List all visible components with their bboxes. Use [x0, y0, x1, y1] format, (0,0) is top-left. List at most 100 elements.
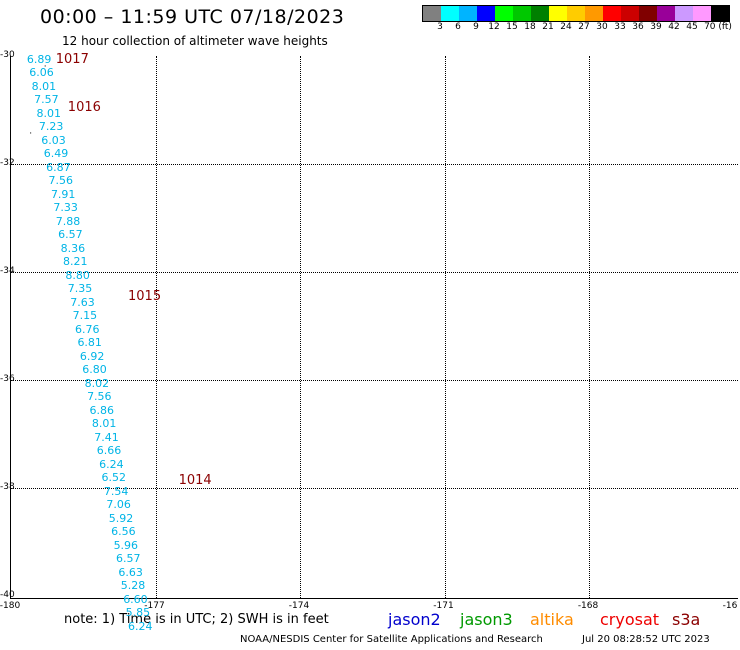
color-swatch — [549, 6, 567, 21]
longitude-label: -168 — [577, 601, 599, 611]
color-scale-label: 36 — [632, 22, 644, 32]
wave-height-observation: 7.23 — [38, 120, 64, 134]
wave-height-observation: 7.41 — [94, 430, 119, 444]
map-plot-area — [10, 56, 738, 599]
color-swatch — [513, 6, 531, 21]
color-swatch — [495, 6, 513, 21]
color-scale-label: 30 — [596, 22, 608, 32]
pressure-label: 1014 — [178, 472, 212, 488]
wave-height-observation: 7.88 — [55, 214, 81, 228]
longitude-label: -171 — [433, 601, 454, 611]
pressure-label: 1015 — [128, 289, 162, 305]
wave-height-observation: 6.06 — [29, 66, 54, 80]
color-scale-label: 45 — [686, 22, 698, 32]
footer-credit: NOAA/NESDIS Center for Satellite Applica… — [240, 634, 543, 645]
wave-height-observation: 8.01 — [91, 417, 117, 431]
wave-height-observation: 6.52 — [101, 471, 127, 485]
wave-height-observation: 6.24 — [99, 457, 124, 471]
wave-height-observation: 8.02 — [84, 376, 110, 390]
latitude-label: -32 — [0, 158, 15, 168]
color-swatch — [477, 6, 495, 21]
color-scale-label: 9 — [473, 22, 479, 32]
color-swatch — [423, 6, 441, 21]
pressure-label: 1016 — [67, 100, 101, 116]
wave-height-observation: 6.76 — [75, 322, 100, 336]
longitude-label: -180 — [0, 601, 21, 611]
color-scale-label: 39 — [650, 22, 662, 32]
wave-height-observation: 7.33 — [53, 201, 78, 215]
color-swatch — [693, 6, 711, 21]
wave-height-observation: 6.92 — [79, 349, 105, 363]
color-scale-label: 12 — [488, 22, 500, 32]
page-subtitle: 12 hour collection of altimeter wave hei… — [62, 34, 328, 48]
longitude-label: -177 — [144, 601, 165, 611]
color-swatch — [621, 6, 639, 21]
color-swatch — [639, 6, 657, 21]
wave-height-observation: 7.57 — [34, 93, 59, 107]
color-swatch — [585, 6, 603, 21]
wave-height-observation: 6.57 — [58, 228, 83, 242]
latitude-label: -36 — [0, 374, 15, 384]
color-swatch — [657, 6, 675, 21]
buoy-marker: · — [29, 129, 33, 140]
wave-height-observation: 6.89 — [26, 52, 52, 66]
wave-height-observation: 6.87 — [46, 160, 71, 174]
color-swatch — [459, 6, 477, 21]
wave-height-observation: 7.35 — [67, 282, 93, 296]
wave-height-observation: 6.60 — [123, 592, 148, 606]
color-swatch — [603, 6, 621, 21]
color-scale-label: 21 — [542, 22, 554, 32]
satellite-legend-jason2: jason2 — [388, 610, 441, 629]
wave-height-observation: 6.03 — [41, 133, 66, 147]
wave-height-observation: 7.56 — [87, 390, 112, 404]
color-scale-label: 3 — [437, 22, 443, 32]
satellite-legend-s3a: s3a — [672, 610, 701, 629]
wave-height-observation: 6.56 — [111, 525, 136, 539]
longitude-gridline — [444, 56, 446, 598]
wave-height-observation: 7.15 — [72, 309, 98, 323]
page-title: 00:00 – 11:59 UTC 07/18/2023 — [40, 6, 345, 28]
latitude-gridline — [11, 272, 738, 273]
satellite-legend-jason3: jason3 — [460, 610, 513, 629]
latitude-label: -40 — [0, 590, 15, 600]
color-swatch — [675, 6, 693, 21]
wave-height-observation: 7.56 — [48, 174, 74, 188]
wave-height-observation: 7.91 — [50, 187, 76, 201]
longitude-label: -174 — [288, 601, 310, 611]
color-scale-label: 70 (ft) — [704, 22, 732, 32]
color-scale-label: 6 — [455, 22, 461, 32]
latitude-label: -38 — [0, 482, 15, 492]
pressure-label: 1017 — [55, 51, 89, 67]
satellite-legend-cryosat: cryosat — [600, 610, 660, 629]
wave-height-observation: 7.06 — [106, 498, 131, 512]
satellite-legend-altika: altika — [530, 610, 574, 629]
wave-height-observation: 7.54 — [103, 484, 129, 498]
color-scale-labels: 3 6 9 12 15 18 21 24 27 30 33 36 39 42 45 70 (ft) — [422, 22, 740, 34]
latitude-gridline — [11, 380, 738, 381]
color-scale-label: 33 — [614, 22, 626, 32]
wave-height-observation: 7.63 — [70, 295, 95, 309]
wave-height-observation: 6.86 — [89, 403, 114, 417]
latitude-gridline — [11, 164, 738, 165]
color-swatch — [531, 6, 549, 21]
color-scale-bar — [422, 5, 730, 22]
wave-height-observation: 6.63 — [118, 565, 143, 579]
wave-height-observation: 5.96 — [113, 538, 139, 552]
longitude-label: -16 — [722, 601, 738, 611]
wave-height-observation: 5.85 — [125, 606, 151, 620]
wave-height-observation: 8.01 — [31, 79, 57, 93]
wave-height-observation: 6.81 — [77, 336, 102, 350]
color-scale-label: 42 — [668, 22, 680, 32]
latitude-gridline — [11, 488, 738, 489]
color-swatch — [567, 6, 585, 21]
color-scale-label: 27 — [578, 22, 590, 32]
color-swatch — [441, 6, 459, 21]
wave-height-observation: 8.36 — [60, 241, 86, 255]
footer-timestamp: Jul 20 08:28:52 UTC 2023 — [582, 634, 710, 645]
wave-height-observation: 6.66 — [96, 444, 122, 458]
wave-height-observation: 6.49 — [43, 147, 69, 161]
longitude-gridline — [589, 56, 591, 598]
wave-height-observation: 8.80 — [65, 268, 90, 282]
longitude-gridline — [155, 56, 157, 598]
longitude-gridline — [300, 56, 302, 598]
